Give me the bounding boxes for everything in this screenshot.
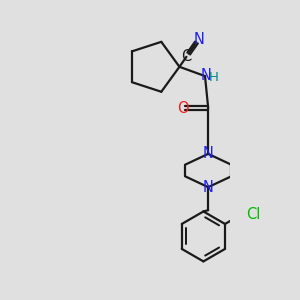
Text: H: H [209, 71, 219, 84]
Text: O: O [177, 100, 188, 116]
Text: N: N [200, 68, 211, 83]
Text: N: N [203, 180, 214, 195]
Text: Cl: Cl [246, 206, 260, 221]
Text: C: C [181, 49, 191, 64]
Text: N: N [203, 146, 214, 161]
Text: N: N [193, 32, 204, 47]
